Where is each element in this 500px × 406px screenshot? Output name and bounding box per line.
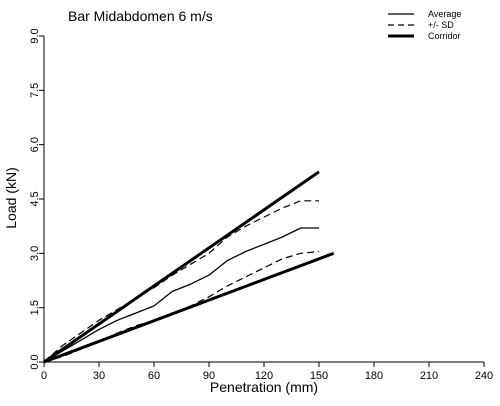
plot-lines — [43, 170, 335, 364]
series-line-sd — [43, 200, 319, 363]
y-tick-label: 6.0 — [29, 137, 41, 152]
y-tick-label: 4.5 — [29, 191, 41, 206]
x-tick-label: 120 — [255, 370, 273, 382]
x-tick-label: 60 — [148, 370, 160, 382]
x-tick-label: 240 — [475, 370, 493, 382]
x-tick-label: 90 — [203, 370, 215, 382]
y-axis-title: Load (kN) — [3, 167, 19, 228]
x-tick-label: 180 — [365, 370, 383, 382]
y-tick-label: 0.0 — [29, 354, 41, 369]
x-axis-title: Penetration (mm) — [210, 379, 318, 395]
legend-label-average: Average — [428, 9, 461, 19]
x-ticks: 0 30 60 90 120 150 180 210 240 — [41, 362, 493, 382]
y-tick-label: 7.5 — [29, 83, 41, 98]
x-tick-label: 0 — [41, 370, 47, 382]
x-tick-label: 150 — [310, 370, 328, 382]
series-line-corridor-lower — [43, 251, 335, 364]
chart-title: Bar Midabdomen 6 m/s — [68, 8, 213, 24]
y-tick-label: 9.0 — [29, 28, 41, 43]
y-tick-label: 3.0 — [29, 246, 41, 261]
y-ticks: 0.0 1.5 3.0 4.5 6.0 7.5 9.0 — [29, 28, 44, 370]
series-line-average — [43, 227, 319, 363]
legend: Average +/- SD Corridor — [388, 9, 461, 41]
series-line-corridor — [43, 170, 320, 364]
y-tick-label: 1.5 — [29, 300, 41, 315]
axes — [43, 36, 484, 363]
x-tick-label: 210 — [420, 370, 438, 382]
legend-label-corridor: Corridor — [428, 31, 461, 41]
x-tick-label: 30 — [93, 370, 105, 382]
legend-label-sd: +/- SD — [428, 20, 454, 30]
